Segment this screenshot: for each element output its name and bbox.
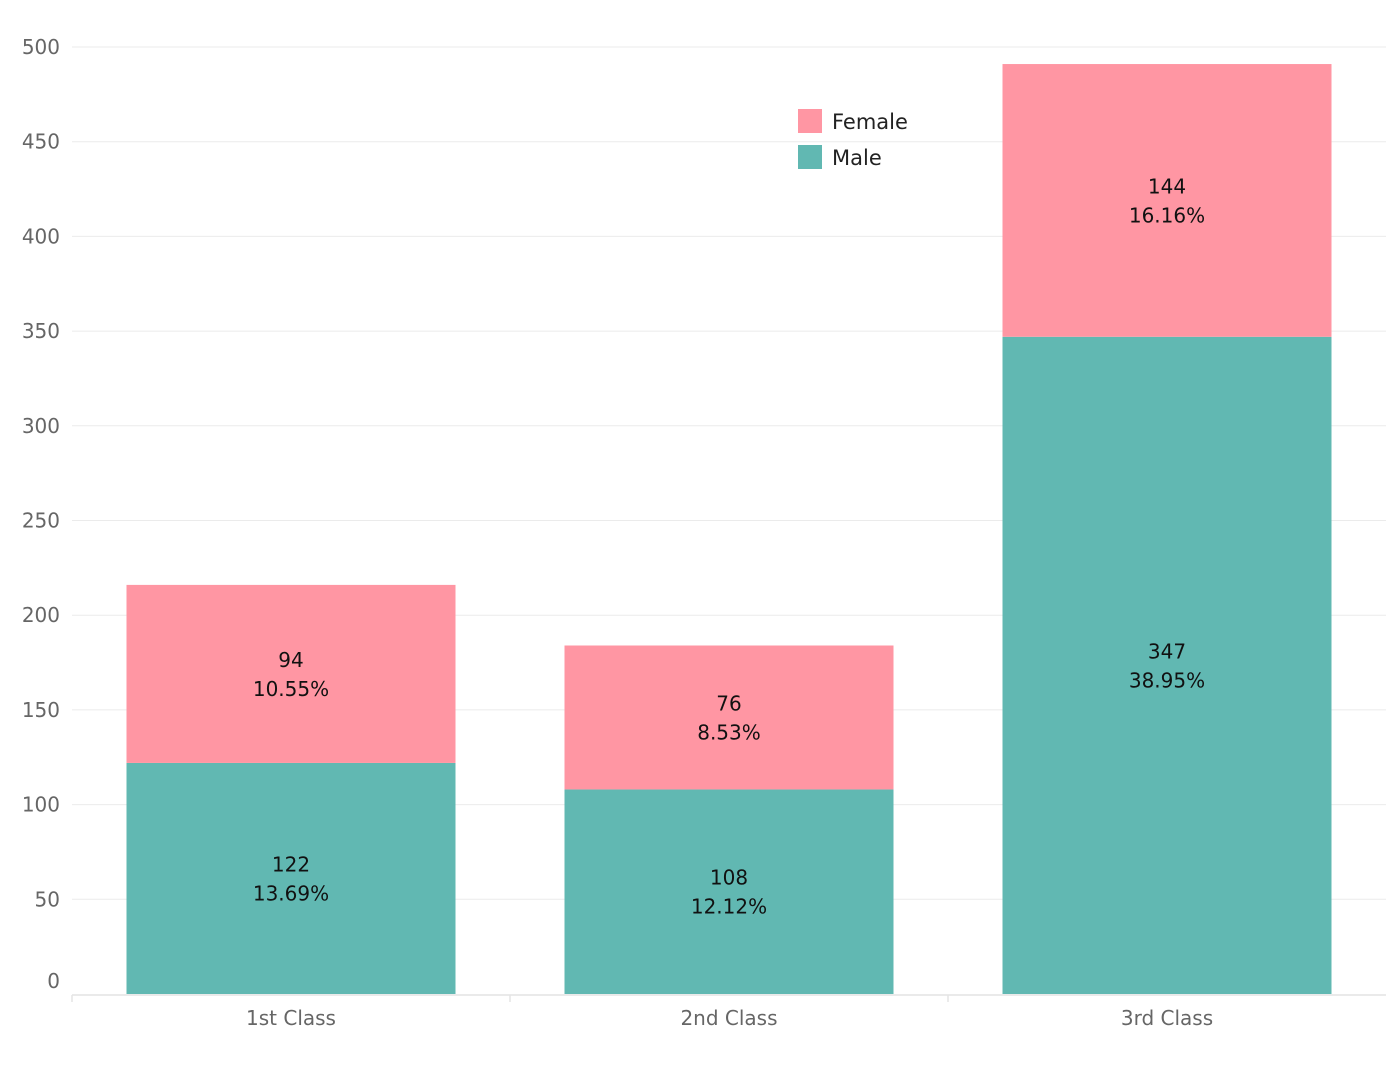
bar-segment-male bbox=[1002, 336, 1332, 995]
data-label-percent: 16.16% bbox=[1129, 203, 1205, 227]
data-label-percent: 10.55% bbox=[253, 677, 329, 701]
y-tick-label: 500 bbox=[22, 35, 60, 59]
data-label-value: 76 bbox=[716, 691, 741, 715]
legend-swatch-female bbox=[798, 109, 822, 133]
y-tick-label: 250 bbox=[22, 509, 60, 533]
data-label-percent: 38.95% bbox=[1129, 668, 1205, 692]
bars: 122 13.69% 94 10.55% 108 12.12% 76 8.53% 347 38.9… bbox=[126, 64, 1332, 995]
y-tick-label: 200 bbox=[22, 603, 60, 627]
y-tick-label: 0 bbox=[47, 969, 60, 993]
bar-segment-male bbox=[126, 762, 456, 994]
y-tick-label: 300 bbox=[22, 414, 60, 438]
data-label-value: 122 bbox=[272, 852, 310, 876]
bar-segment-female bbox=[1002, 64, 1332, 337]
bar-segment-female bbox=[126, 584, 456, 763]
data-label-value: 108 bbox=[710, 866, 748, 890]
data-label-value: 94 bbox=[278, 648, 303, 672]
legend-label-male: Male bbox=[832, 146, 882, 170]
bar-segment-female bbox=[564, 645, 894, 790]
data-label-value: 347 bbox=[1148, 639, 1186, 663]
data-label-percent: 13.69% bbox=[253, 881, 329, 905]
x-tick-label: 3rd Class bbox=[1121, 1006, 1213, 1030]
y-tick-label: 100 bbox=[22, 793, 60, 817]
bar-segment-male bbox=[564, 789, 894, 994]
x-tick-label: 1st Class bbox=[246, 1006, 336, 1030]
y-tick-label: 150 bbox=[22, 698, 60, 722]
y-tick-label: 350 bbox=[22, 319, 60, 343]
y-tick-label: 400 bbox=[22, 224, 60, 248]
x-axis: 1st Class 2nd Class 3rd Class bbox=[71, 994, 1386, 1030]
data-label-percent: 8.53% bbox=[697, 720, 761, 744]
y-tick-label: 450 bbox=[22, 130, 60, 154]
data-label-value: 144 bbox=[1148, 174, 1186, 198]
data-label-percent: 12.12% bbox=[691, 895, 767, 919]
legend-label-female: Female bbox=[832, 110, 908, 134]
y-axis-ticks: 0 50 100 150 200 250 300 350 400 450 500 bbox=[22, 35, 60, 993]
y-tick-label: 50 bbox=[35, 887, 60, 911]
legend: Female Male bbox=[798, 109, 908, 170]
legend-swatch-male bbox=[798, 145, 822, 169]
x-tick-label: 2nd Class bbox=[680, 1006, 777, 1030]
